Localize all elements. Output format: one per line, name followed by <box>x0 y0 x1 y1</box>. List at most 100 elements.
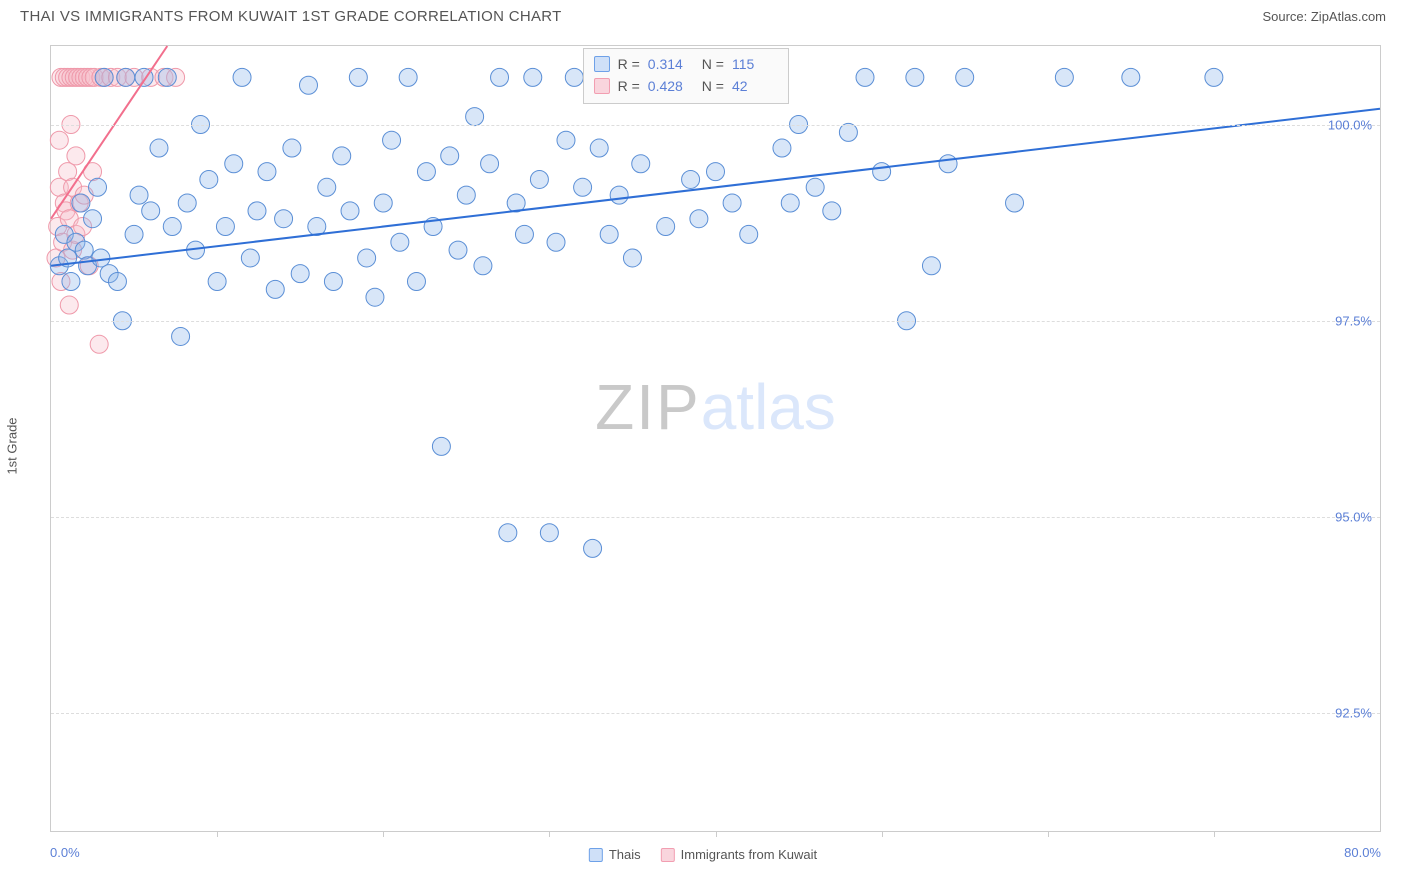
data-point <box>600 225 618 243</box>
data-point <box>565 68 583 86</box>
data-point <box>358 249 376 267</box>
r-value-2: 0.428 <box>648 75 694 97</box>
data-point <box>95 68 113 86</box>
data-point <box>130 186 148 204</box>
r-label-2: R = <box>618 75 640 97</box>
data-point <box>449 241 467 259</box>
data-point <box>150 139 168 157</box>
data-point <box>92 249 110 267</box>
data-point <box>481 155 499 173</box>
data-point <box>117 68 135 86</box>
n-label-2: N = <box>702 75 724 97</box>
gridline-h <box>51 125 1380 126</box>
data-point <box>657 218 675 236</box>
data-point <box>391 233 409 251</box>
data-point <box>90 335 108 353</box>
r-value-1: 0.314 <box>648 53 694 75</box>
data-point <box>275 210 293 228</box>
data-point <box>723 194 741 212</box>
data-point <box>690 210 708 228</box>
data-point <box>283 139 301 157</box>
data-point <box>584 539 602 557</box>
stats-row-series2: R = 0.428 N = 42 <box>594 75 778 97</box>
data-point <box>108 273 126 291</box>
data-point <box>163 218 181 236</box>
xtick <box>1214 831 1215 837</box>
data-point <box>241 249 259 267</box>
xtick <box>549 831 550 837</box>
data-point <box>125 225 143 243</box>
data-point <box>333 147 351 165</box>
chart-plot-area: ZIPatlas R = 0.314 N = 115 R = 0.428 N =… <box>50 45 1381 832</box>
data-point <box>407 273 425 291</box>
data-point <box>258 163 276 181</box>
data-point <box>823 202 841 220</box>
data-point <box>142 202 160 220</box>
data-point <box>172 327 190 345</box>
data-point <box>557 131 575 149</box>
data-point <box>84 210 102 228</box>
data-point <box>939 155 957 173</box>
data-point <box>1122 68 1140 86</box>
legend-swatch-kuwait <box>661 848 675 862</box>
data-point <box>225 155 243 173</box>
stats-legend-box: R = 0.314 N = 115 R = 0.428 N = 42 <box>583 48 789 104</box>
data-point <box>324 273 342 291</box>
data-point <box>466 108 484 126</box>
data-point <box>89 178 107 196</box>
data-point <box>632 155 650 173</box>
data-point <box>178 194 196 212</box>
xtick <box>217 831 218 837</box>
ytick-label: 92.5% <box>1335 706 1372 721</box>
gridline-h <box>51 713 1380 714</box>
ytick-label: 95.0% <box>1335 510 1372 525</box>
data-point <box>623 249 641 267</box>
x-axis-min-label: 0.0% <box>50 845 80 860</box>
legend-item-thais: Thais <box>589 847 641 862</box>
data-point <box>906 68 924 86</box>
data-point <box>158 68 176 86</box>
data-point <box>610 186 628 204</box>
legend-label-kuwait: Immigrants from Kuwait <box>681 847 818 862</box>
data-point <box>383 131 401 149</box>
data-point <box>318 178 336 196</box>
data-point <box>67 147 85 165</box>
data-point <box>547 233 565 251</box>
data-point <box>50 131 68 149</box>
data-point <box>574 178 592 196</box>
legend-label-thais: Thais <box>609 847 641 862</box>
chart-title: THAI VS IMMIGRANTS FROM KUWAIT 1ST GRADE… <box>20 8 562 25</box>
data-point <box>856 68 874 86</box>
data-point <box>682 170 700 188</box>
data-point <box>417 163 435 181</box>
data-point <box>62 273 80 291</box>
data-point <box>773 139 791 157</box>
data-point <box>1205 68 1223 86</box>
stats-swatch-kuwait <box>594 78 610 94</box>
data-point <box>956 68 974 86</box>
legend-item-kuwait: Immigrants from Kuwait <box>661 847 818 862</box>
data-point <box>524 68 542 86</box>
data-point <box>399 68 417 86</box>
n-value-1: 115 <box>732 53 778 75</box>
data-point <box>299 76 317 94</box>
trend-line <box>51 109 1380 266</box>
xtick <box>882 831 883 837</box>
n-label-1: N = <box>702 53 724 75</box>
data-point <box>515 225 533 243</box>
stats-swatch-thais <box>594 56 610 72</box>
data-point <box>922 257 940 275</box>
data-point <box>341 202 359 220</box>
data-point <box>590 139 608 157</box>
data-point <box>873 163 891 181</box>
data-point <box>707 163 725 181</box>
x-axis-max-label: 80.0% <box>1344 845 1381 860</box>
ytick-label: 100.0% <box>1328 117 1372 132</box>
data-point <box>499 524 517 542</box>
data-point <box>432 437 450 455</box>
data-point <box>457 186 475 204</box>
data-point <box>366 288 384 306</box>
data-point <box>216 218 234 236</box>
data-point <box>540 524 558 542</box>
data-point <box>441 147 459 165</box>
